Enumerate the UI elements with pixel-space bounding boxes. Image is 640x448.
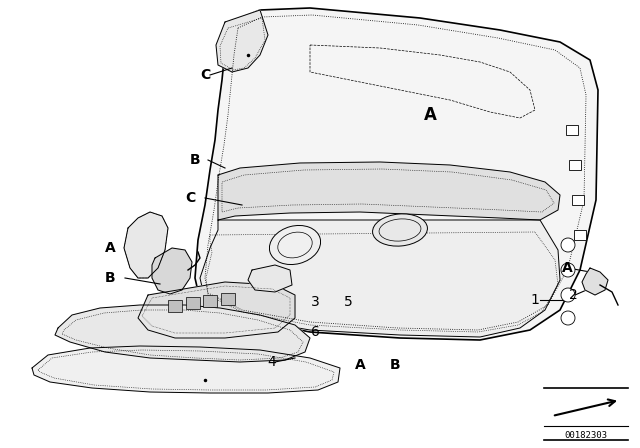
Text: A: A [355,358,365,372]
Text: 00182303: 00182303 [564,431,607,439]
Text: 1: 1 [531,293,540,307]
Circle shape [561,238,575,252]
Circle shape [561,288,575,302]
Text: B: B [105,271,115,285]
Circle shape [561,263,575,277]
Text: 2: 2 [568,288,577,302]
Bar [221,293,235,305]
Text: 6: 6 [310,325,319,339]
Polygon shape [200,220,560,337]
Text: 5: 5 [344,295,353,309]
Text: 3: 3 [310,295,319,309]
Text: B: B [390,358,400,372]
Text: A: A [424,106,436,124]
Text: B: B [189,153,200,167]
Text: C: C [200,68,210,82]
Polygon shape [218,162,560,220]
Polygon shape [124,212,168,278]
Text: C: C [185,191,195,205]
Polygon shape [32,346,340,393]
Text: A: A [562,261,572,275]
Polygon shape [216,10,268,72]
Polygon shape [55,305,310,362]
Polygon shape [138,282,295,338]
Circle shape [561,311,575,325]
Bar [574,230,586,240]
Bar [168,300,182,312]
Text: 4: 4 [268,355,276,369]
Polygon shape [152,248,192,294]
Ellipse shape [269,225,321,265]
Bar [186,297,200,309]
Polygon shape [248,265,292,292]
Polygon shape [195,8,598,340]
Text: A: A [104,241,115,255]
Bar [572,195,584,205]
Bar [203,295,217,307]
Polygon shape [582,268,608,295]
Ellipse shape [372,214,428,246]
Bar [566,125,578,135]
Bar [569,160,581,170]
